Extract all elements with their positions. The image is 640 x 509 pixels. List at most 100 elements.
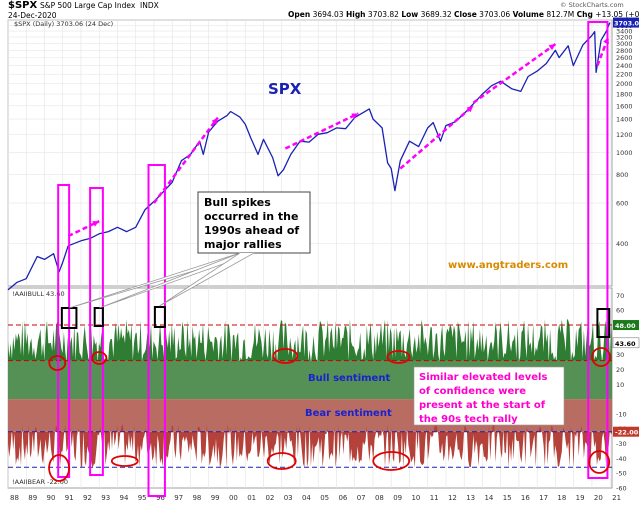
price-y-tick-label: 600 <box>616 200 628 208</box>
trend-arrow-head <box>466 105 474 113</box>
x-tick-label: 03 <box>284 494 293 502</box>
similar-callout-line: Similar elevated levels <box>419 372 547 383</box>
header-date: 24-Dec-2020 <box>8 11 57 20</box>
chg-label: Chg <box>576 10 593 19</box>
x-tick-label: 15 <box>503 494 512 502</box>
x-tick-label: 90 <box>46 494 55 502</box>
price-y-tick-label: 3200 <box>616 34 633 42</box>
price-y-tick-label: 1800 <box>616 91 633 99</box>
bull-spikes-callout-line: major rallies <box>204 238 282 251</box>
sentiment-y-tick-label: -30 <box>616 440 627 448</box>
x-tick-label: 97 <box>174 494 183 502</box>
x-tick-label: 99 <box>211 494 220 502</box>
price-y-tick-label: 1400 <box>616 116 633 124</box>
x-tick-label: 11 <box>430 494 439 502</box>
x-tick-label: 17 <box>539 494 548 502</box>
sentiment-y-tick-label: -50 <box>616 470 627 478</box>
sentiment-value-badge-text: 48.00 <box>615 322 636 330</box>
bull-sentiment-series <box>8 318 612 363</box>
similar-callout-line: of confidence were <box>419 386 526 397</box>
highlight-rectangle <box>57 184 71 478</box>
price-y-tick-label: 1000 <box>616 149 633 157</box>
x-tick-label: 00 <box>229 494 238 502</box>
x-tick-label: 88 <box>10 494 19 502</box>
price-y-tick-label: 1600 <box>616 102 633 110</box>
x-tick-label: 94 <box>119 494 128 502</box>
x-tick-label: 10 <box>411 494 420 502</box>
similar-callout-line: present at the start of <box>419 400 546 411</box>
x-tick-label: 96 <box>156 494 165 502</box>
price-y-tick-label: 2200 <box>616 71 633 79</box>
sentiment-value-badge-text: 43.60 <box>615 340 636 348</box>
price-legend: $SPX (Daily) 3703.06 (24 Dec) <box>14 20 113 28</box>
highlight-ellipse <box>386 350 411 364</box>
bull-spikes-callout-line: 1990s ahead of <box>204 224 299 237</box>
bear-legend: !AAIIBEAR -22.00 <box>12 478 68 486</box>
highlight-rectangle <box>89 187 104 476</box>
x-tick-label: 12 <box>448 494 457 502</box>
bull-spikes-callout-line: occurred in the <box>204 210 298 223</box>
price-y-tick-label: 1200 <box>616 131 633 139</box>
x-tick-label: 07 <box>357 494 366 502</box>
low-value: 3689.32 <box>420 10 452 19</box>
spike-box <box>153 306 166 328</box>
open-value: 3694.03 <box>312 10 344 19</box>
x-tick-label: 01 <box>247 494 256 502</box>
highlight-ellipse <box>591 347 611 367</box>
volume-value: 812.7M <box>546 10 575 19</box>
low-label: Low <box>401 10 419 19</box>
trend-arrow-head <box>351 113 359 119</box>
callout-pointer <box>99 252 255 309</box>
x-tick-label: 09 <box>393 494 402 502</box>
price-y-tick-label: 2400 <box>616 62 633 70</box>
exchange: INDX <box>140 1 159 10</box>
x-tick-label: 20 <box>594 494 603 502</box>
open-label: Open <box>288 10 311 19</box>
sentiment-y-tick-label: 20 <box>616 366 624 374</box>
price-badge-value: 3703.06 <box>614 20 640 28</box>
x-tick-label: 19 <box>576 494 585 502</box>
close-value: 3703.06 <box>479 10 511 19</box>
ohlc-row: Open 3694.03 High 3703.82 Low 3689.32 Cl… <box>288 10 640 19</box>
trend-arrow-line <box>284 112 359 150</box>
highlight-ellipse <box>266 452 297 470</box>
close-label: Close <box>454 10 477 19</box>
x-tick-label: 98 <box>192 494 201 502</box>
x-tick-label: 95 <box>138 494 147 502</box>
price-y-tick-label: 3400 <box>616 28 633 36</box>
x-tick-label: 13 <box>466 494 475 502</box>
price-y-tick-label: 2000 <box>616 80 633 88</box>
x-tick-label: 93 <box>101 494 110 502</box>
spike-box <box>596 308 611 338</box>
price-y-tick-label: 2600 <box>616 54 633 62</box>
spike-box <box>93 307 104 327</box>
bear-sentiment-label: Bear sentiment <box>305 408 392 419</box>
sentiment-y-tick-label: 60 <box>616 307 624 315</box>
bull-sentiment-label: Bull sentiment <box>308 373 390 384</box>
x-tick-label: 89 <box>28 494 37 502</box>
callout-pointer <box>159 252 255 307</box>
highlight-ellipse <box>48 355 67 371</box>
sentiment-y-tick-label: 10 <box>616 381 624 389</box>
highlight-ellipse <box>48 454 70 482</box>
symbol: $SPX <box>8 0 38 11</box>
similar-callout-line: the 90s tech rally <box>419 414 518 425</box>
x-tick-label: 02 <box>265 494 274 502</box>
watermark-text: www.angtraders.com <box>448 260 568 271</box>
x-tick-label: 05 <box>320 494 329 502</box>
stockcharts-credit: © StockCharts.com <box>560 1 624 9</box>
volume-label: Volume <box>512 10 544 19</box>
price-y-tick-label: 3000 <box>616 40 633 48</box>
high-value: 3703.82 <box>367 10 399 19</box>
bear-sentiment-series <box>8 423 612 468</box>
x-tick-label: 08 <box>375 494 384 502</box>
x-tick-label: 04 <box>302 494 311 502</box>
highlight-ellipse <box>272 348 299 364</box>
price-y-tick-label: 2800 <box>616 47 633 55</box>
sentiment-value-badge <box>613 426 639 437</box>
highlight-ellipse <box>372 451 411 471</box>
bull-spikes-callout-line: Bull spikes <box>204 196 271 209</box>
sentiment-value-badge <box>613 320 639 331</box>
